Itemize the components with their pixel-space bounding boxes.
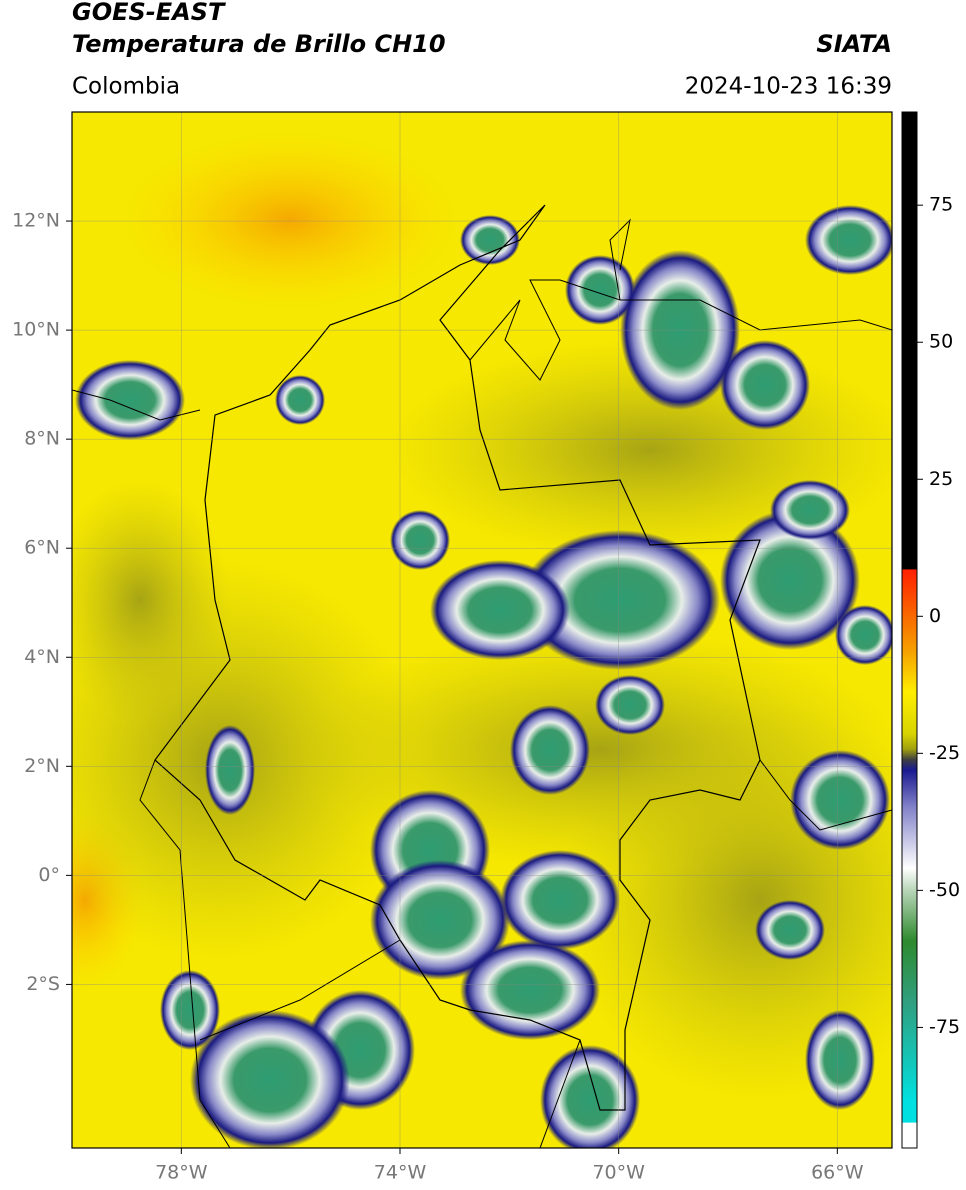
- colorbar-tick-label: -50: [929, 879, 960, 901]
- lat-tick-label: 10°N: [12, 319, 60, 341]
- satellite: GOES-EAST: [72, 0, 226, 26]
- lat-tick-label: 0°: [38, 864, 60, 886]
- region: Colombia: [72, 74, 180, 100]
- lon-tick-label: 74°W: [374, 1162, 427, 1184]
- lat-tick-label: 12°N: [12, 210, 60, 232]
- colorbar-tick-label: 25: [929, 468, 953, 490]
- source: SIATA: [816, 30, 892, 58]
- lon-tick-label: 70°W: [592, 1162, 645, 1184]
- colorbar-tick-label: 0: [929, 605, 941, 627]
- colorbar-tick-label: -75: [929, 1016, 960, 1038]
- colorbar-tick-label: -25: [929, 742, 960, 764]
- map-frame: [71, 111, 893, 1149]
- colorbar: [901, 111, 918, 1149]
- lon-tick-label: 66°W: [811, 1162, 864, 1184]
- lon-tick-label: 78°W: [155, 1162, 208, 1184]
- map-image: [72, 112, 892, 1148]
- datetime: 2024-10-23 16:39: [685, 74, 892, 100]
- lat-tick-label: 6°N: [24, 537, 60, 559]
- lat-tick-label: 4°N: [24, 646, 60, 668]
- lat-tick-label: 8°N: [24, 428, 60, 450]
- colorbar-tick-label: 50: [929, 331, 953, 353]
- lat-tick-label: 2°S: [26, 973, 60, 995]
- lat-tick-label: 2°N: [24, 755, 60, 777]
- product: Temperatura de Brillo CH10: [72, 30, 446, 58]
- colorbar-tick-label: 75: [929, 194, 953, 216]
